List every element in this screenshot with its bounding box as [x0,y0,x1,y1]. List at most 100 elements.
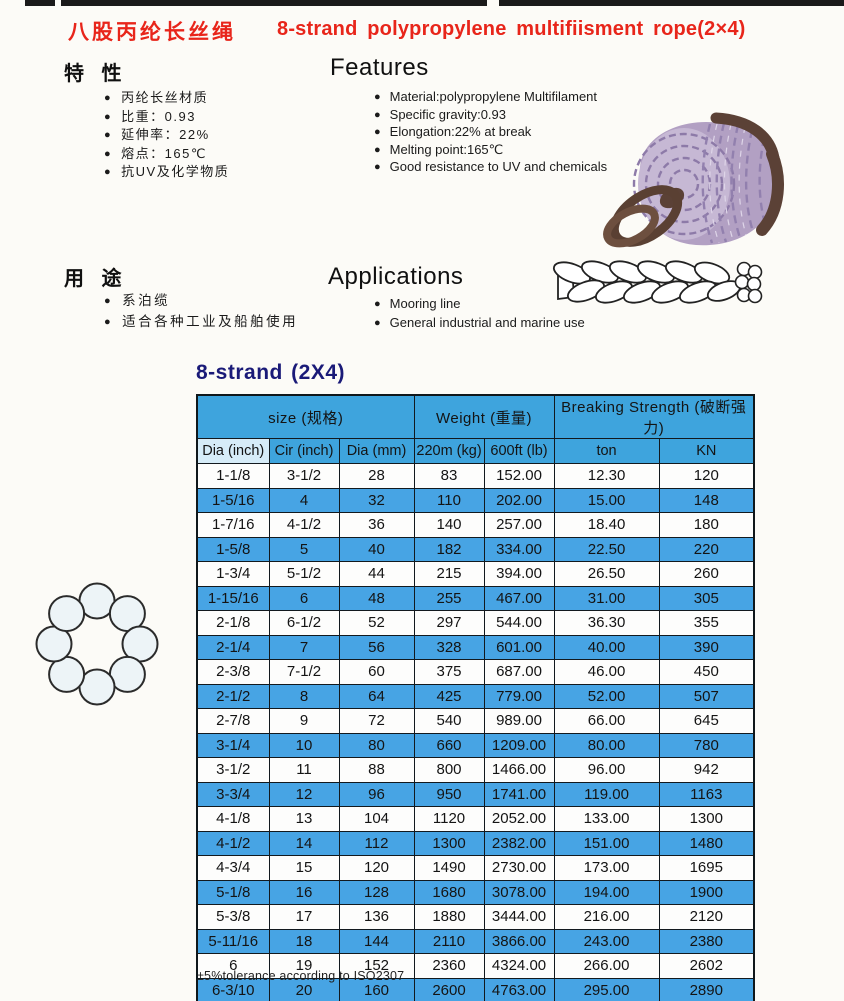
cell-dia-inch: 3-1/4 [196,732,270,758]
bullet-icon: ● [374,91,381,103]
applications-heading-en: Applications [328,263,464,290]
cell-weight-600ft: 2052.00 [483,806,555,832]
feature-item: ● 抗UV及化学物质 [104,163,229,182]
table-row: 2-7/8 9 72 540 989.00 66.00 645 [196,708,755,734]
column-header-dia-mm: Dia (mm) [338,438,415,464]
cell-weight-220m: 1880 [413,904,485,930]
cell-weight-220m: 328 [413,634,485,660]
braided-rope-illustration [552,260,763,304]
feature-item-label: Good resistance to UV and chemicals [389,159,608,175]
cell-strength-ton: 216.00 [553,904,660,930]
application-item: ● 适合各种工业及船舶使用 [104,312,298,333]
group-header-weight: Weight (重量) [413,394,555,439]
scan-edge-bar [25,0,55,6]
cell-weight-220m: 2600 [413,977,485,1001]
cell-strength-ton: 40.00 [553,634,660,660]
cell-cir-inch: 11 [268,757,340,783]
cell-weight-220m: 140 [413,512,485,538]
cell-strength-ton: 66.00 [553,708,660,734]
cell-weight-600ft: 989.00 [483,708,555,734]
cell-strength-kn: 2380 [658,928,755,954]
cell-strength-ton: 80.00 [553,732,660,758]
bullet-icon: ● [104,295,114,307]
column-header-cir-inch: Cir (inch) [268,438,340,464]
cell-weight-220m: 182 [413,536,485,562]
cell-strength-kn: 1695 [658,855,755,881]
table-row: 5-1/8 16 128 1680 3078.00 194.00 1900 [196,879,755,905]
column-header-ton: ton [553,438,660,464]
feature-item-label: Material:polypropylene Multifilament [389,89,598,104]
cell-weight-600ft: 4763.00 [483,977,555,1001]
features-heading-en: Features [330,54,429,81]
table-row: 4-1/2 14 112 1300 2382.00 151.00 1480 [196,830,755,856]
cell-dia-mm: 128 [338,879,415,905]
cell-strength-kn: 507 [658,683,755,709]
cell-dia-inch: 5-11/16 [196,928,270,954]
cell-dia-mm: 104 [338,806,415,832]
feature-item: ● Good resistance to UV and chemicals [374,158,607,176]
applications-list-en: ● Mooring line ● General industrial and … [374,294,585,332]
cell-strength-ton: 15.00 [553,487,660,513]
cell-weight-220m: 660 [413,732,485,758]
cell-weight-600ft: 601.00 [483,634,555,660]
cell-dia-inch: 6 [196,953,270,979]
cell-weight-600ft: 394.00 [483,561,555,587]
feature-item: ● 比重：0.93 [104,108,229,127]
spec-table: size (规格) Weight (重量) Breaking Strength … [196,394,756,1001]
cell-strength-kn: 1300 [658,806,755,832]
cell-dia-mm: 80 [338,732,415,758]
cell-weight-220m: 950 [413,781,485,807]
cell-strength-kn: 2120 [658,904,755,930]
cell-dia-mm: 64 [338,683,415,709]
cell-dia-inch: 6-3/10 [196,977,270,1001]
cell-weight-220m: 83 [413,463,485,489]
table-row: 6 19 152 2360 4324.00 266.00 2602 [196,953,755,979]
feature-item-label: Melting point:165℃ [389,141,504,157]
cell-dia-inch: 1-7/16 [196,512,270,538]
cell-cir-inch: 9 [268,708,340,734]
cell-weight-600ft: 152.00 [483,463,555,489]
column-header-row: Dia (inch) Cir (inch) Dia (mm) 220m (kg)… [196,438,755,464]
cell-dia-mm: 112 [338,830,415,856]
cell-cir-inch: 14 [268,830,340,856]
table-row: 4-1/8 13 104 1120 2052.00 133.00 1300 [196,806,755,832]
cell-cir-inch: 5 [268,536,340,562]
cell-dia-inch: 1-5/8 [196,536,270,562]
cell-dia-mm: 60 [338,659,415,685]
cell-weight-600ft: 2382.00 [483,830,555,856]
table-row: 1-5/16 4 32 110 202.00 15.00 148 [196,487,755,513]
cell-dia-mm: 96 [338,781,415,807]
cell-weight-600ft: 3444.00 [483,904,555,930]
application-item: ● 系泊缆 [104,291,298,312]
application-item-label: 系泊缆 [122,293,171,308]
cell-dia-mm: 152 [338,953,415,979]
bullet-icon: ● [104,92,113,104]
feature-item: ● Material:polypropylene Multifilament [374,88,607,106]
feature-item: ● 延伸率：22% [104,126,229,145]
table-row: 2-1/2 8 64 425 779.00 52.00 507 [196,683,755,709]
cell-dia-mm: 48 [338,585,415,611]
features-list-en: ● Material:polypropylene Multifilament ●… [374,88,607,176]
tolerance-footnote: ±5%tolerance according to ISO2307 [197,969,405,983]
feature-item-label: 熔点：165℃ [121,145,207,161]
cell-weight-600ft: 3866.00 [483,928,555,954]
table-row: 1-7/16 4-1/2 36 140 257.00 18.40 180 [196,512,755,538]
cell-strength-ton: 36.30 [553,610,660,636]
cell-dia-inch: 2-1/4 [196,634,270,660]
table-row: 1-5/8 5 40 182 334.00 22.50 220 [196,536,755,562]
table-row: 3-1/2 11 88 800 1466.00 96.00 942 [196,757,755,783]
cell-cir-inch: 6-1/2 [268,610,340,636]
cell-strength-kn: 390 [658,634,755,660]
cell-cir-inch: 15 [268,855,340,881]
cell-dia-inch: 1-3/4 [196,561,270,587]
table-row: 6-3/10 20 160 2600 4763.00 295.00 2890 [196,977,755,1001]
feature-item-label: Specific gravity:0.93 [389,106,506,122]
cell-strength-ton: 96.00 [553,757,660,783]
cell-dia-inch: 1-5/16 [196,487,270,513]
cell-dia-inch: 4-3/4 [196,855,270,881]
features-list-cn: ● 丙纶长丝材质 ● 比重：0.93 ● 延伸率：22% ● 熔点：165℃ ●… [104,89,229,182]
cell-weight-600ft: 202.00 [483,487,555,513]
table-row: 2-1/4 7 56 328 601.00 40.00 390 [196,634,755,660]
cell-weight-220m: 255 [413,585,485,611]
cell-dia-inch: 5-3/8 [196,904,270,930]
